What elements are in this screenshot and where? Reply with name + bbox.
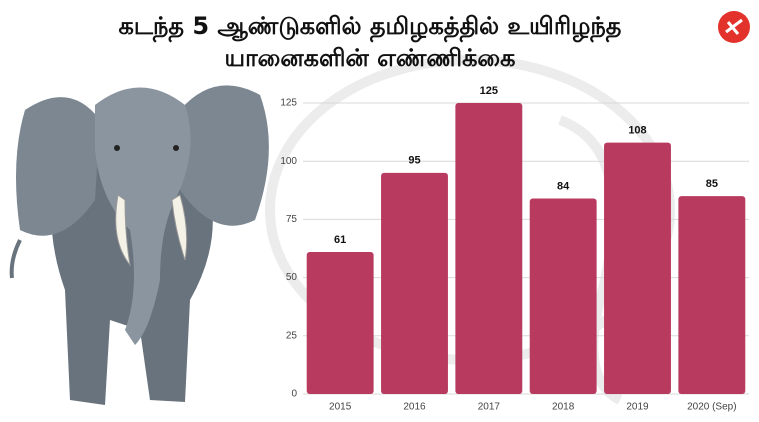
value-label: 125 xyxy=(480,85,498,97)
bar xyxy=(678,196,746,394)
bar xyxy=(604,142,671,394)
y-tick-label: 0 xyxy=(291,389,297,400)
y-tick-label: 25 xyxy=(286,330,298,341)
y-tick-label: 125 xyxy=(280,98,297,109)
y-tick-label: 100 xyxy=(280,156,297,167)
value-label: 108 xyxy=(628,124,646,136)
x-tick-label: 2017 xyxy=(478,402,501,413)
elephant-illustration xyxy=(9,85,269,405)
bar xyxy=(381,172,448,394)
y-tick-label: 50 xyxy=(286,272,298,283)
bar xyxy=(529,198,597,394)
value-label: 95 xyxy=(408,155,420,167)
x-tick-label: 2015 xyxy=(329,402,352,413)
x-tick-label: 2016 xyxy=(403,402,426,413)
value-label: 84 xyxy=(557,180,570,192)
x-tick-label: 2018 xyxy=(552,402,575,413)
logo xyxy=(718,11,750,43)
chart-title: கடந்த 5 ஆண்டுகளில் தமிழகத்தில் உயிரிழந்த… xyxy=(118,12,622,72)
value-label: 85 xyxy=(706,178,718,190)
value-label: 61 xyxy=(334,234,346,246)
bar xyxy=(306,251,374,394)
x-tick-label: 2020 (Sep) xyxy=(687,402,736,413)
y-tick-label: 75 xyxy=(286,214,298,225)
x-tick-label: 2019 xyxy=(626,402,649,413)
bar xyxy=(455,103,523,394)
